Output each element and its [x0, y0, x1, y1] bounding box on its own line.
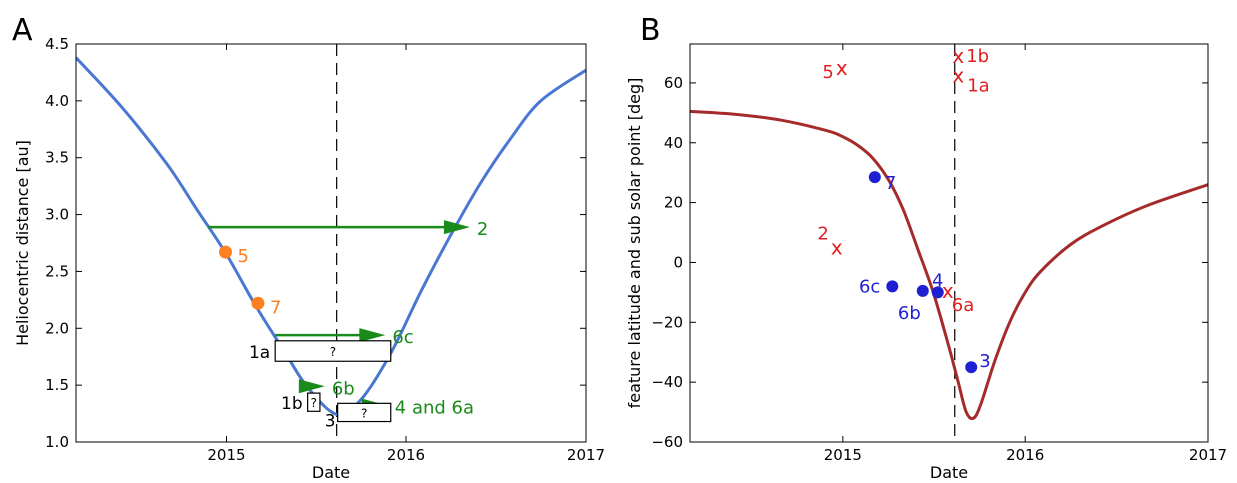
a-xtick-label: 2016: [387, 446, 425, 464]
a-point-label: 5: [238, 246, 249, 267]
panel-a-frame: [75, 43, 587, 443]
a-box: [307, 392, 321, 412]
a-arrow-label: 6c: [392, 327, 413, 348]
b-ytick-label: 0: [673, 253, 683, 271]
panel-a-plot: 1.0 1.5 2.0 2.5 3.0 3.5 4.0 4.5 2015 2016 2017 2 6c 6…: [45, 35, 605, 464]
b-dot: [965, 361, 978, 374]
a-box: [337, 402, 392, 423]
a-arrow-head: [298, 379, 325, 394]
a-point: [219, 245, 233, 259]
a-arrow-label: 6b: [332, 378, 355, 399]
b-cross-marker: x: [942, 279, 954, 303]
a-ytick-label: 4.5: [45, 35, 69, 53]
b-dot: [931, 286, 944, 299]
a-arrow-label: 2: [477, 219, 488, 240]
panel-b-xlabel: Date: [930, 463, 968, 482]
a-box-label: 1a: [249, 343, 270, 363]
b-series-line: [690, 109, 1208, 421]
a-arrow-head: [443, 220, 470, 235]
b-ytick-label: 20: [664, 194, 683, 212]
a-xtick-label: 2017: [567, 446, 605, 464]
a-ytick-label: 2.5: [45, 262, 69, 280]
b-cross-label: 1a: [967, 75, 989, 96]
a-box-question: ?: [311, 396, 317, 410]
a-point-label: 7: [270, 297, 281, 318]
a-ytick-label: 1.0: [45, 433, 69, 451]
b-dot-label: 6c: [859, 276, 880, 297]
b-cross-label: 5: [822, 62, 833, 83]
b-cross-marker: x: [952, 44, 964, 68]
a-ytick-label: 3.0: [45, 206, 69, 224]
a-ytick-label: 2.0: [45, 319, 69, 337]
panel-b-label: B: [640, 13, 661, 48]
a-xtick-label: 2015: [207, 446, 245, 464]
b-ytick-label: −40: [651, 373, 683, 391]
a-box-label: 1b: [281, 394, 303, 414]
b-cross-label: 6a: [952, 295, 974, 316]
a-ytick-label: 4.0: [45, 92, 69, 110]
b-dot-label: 6b: [898, 303, 921, 324]
a-box-question: ?: [330, 345, 336, 359]
b-dot-label: 3: [979, 351, 990, 372]
panel-b-frame: [689, 43, 1209, 443]
b-xtick-label: 2017: [1189, 446, 1227, 464]
b-dot: [916, 284, 929, 297]
panel-a-xlabel: Date: [312, 463, 350, 482]
b-xtick-label: 2016: [1006, 446, 1044, 464]
b-ytick-label: 60: [664, 74, 683, 92]
b-cross-marker: x: [831, 235, 843, 259]
panel-a-label: A: [12, 13, 33, 48]
a-ytick-label: 3.5: [45, 149, 69, 167]
a-arrow-label: 4 and 6a: [395, 398, 474, 419]
a-point: [251, 296, 265, 310]
b-cross-label: 2: [817, 223, 828, 244]
b-dot: [868, 171, 881, 184]
a-box: [274, 340, 392, 362]
b-ytick-label: −60: [651, 433, 683, 451]
b-cross-marker: x: [836, 56, 848, 80]
a-arrow-head: [359, 328, 386, 343]
panel-a: A 1.0 1.5 2.0 2.5 3.0 3.5 4.0 4.5 2015 2016 2017 2 6…: [12, 13, 605, 482]
b-dot-label: 4: [932, 270, 943, 291]
b-xtick-label: 2015: [824, 446, 862, 464]
panel-b-ylabel: feature latitude and sub solar point [de…: [625, 78, 644, 409]
panel-a-ylabel: Heliocentric distance [au]: [13, 140, 32, 346]
b-ytick-label: −20: [651, 313, 683, 331]
a-box-question: ?: [361, 406, 367, 420]
b-dot-label: 7: [885, 173, 896, 194]
b-ytick-label: 40: [664, 134, 683, 152]
a-box-label: 3: [325, 412, 336, 432]
b-cross-marker: x: [952, 63, 964, 87]
b-dot: [886, 280, 899, 293]
b-cross-label: 1b: [966, 46, 989, 67]
a-ytick-label: 1.5: [45, 376, 69, 394]
a-series-line: [76, 56, 586, 417]
